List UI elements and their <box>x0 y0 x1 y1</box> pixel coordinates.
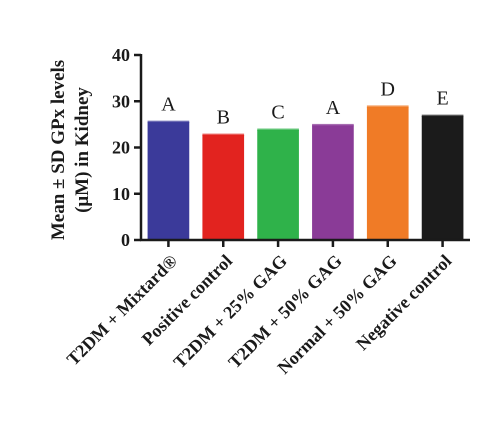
error-cap <box>147 120 190 124</box>
bar <box>312 125 354 240</box>
y-tick-label: 20 <box>112 138 130 158</box>
significance-label: E <box>436 88 448 110</box>
bar <box>421 116 464 240</box>
significance-labels: A B C A D E <box>161 78 449 128</box>
bars <box>147 105 464 240</box>
error-cap <box>202 133 245 137</box>
error-cap <box>366 105 409 108</box>
y-tick-label: 10 <box>112 184 130 204</box>
significance-label: A <box>161 94 176 116</box>
error-cap <box>421 114 464 118</box>
y-axis-label-line2: (μM) in Kidney <box>72 87 93 213</box>
y-axis-ticks: 0 10 20 30 40 <box>112 45 141 250</box>
error-cap <box>257 128 299 131</box>
y-axis-label-line1: Mean ± SD GPx levels <box>48 60 69 240</box>
significance-label: B <box>217 107 230 129</box>
significance-label: D <box>381 78 395 100</box>
bar <box>257 129 299 240</box>
bar <box>366 106 409 240</box>
significance-label: C <box>271 102 284 124</box>
bar <box>202 135 245 240</box>
y-axis-label: Mean ± SD GPx levels (μM) in Kidney <box>48 60 93 240</box>
category-label: Negative control <box>352 251 455 354</box>
error-cap <box>312 123 354 127</box>
bar <box>147 122 190 240</box>
significance-label: A <box>326 97 341 119</box>
y-tick-label: 30 <box>112 91 130 111</box>
y-tick-label: 0 <box>121 230 130 250</box>
y-tick-label: 40 <box>112 45 130 65</box>
